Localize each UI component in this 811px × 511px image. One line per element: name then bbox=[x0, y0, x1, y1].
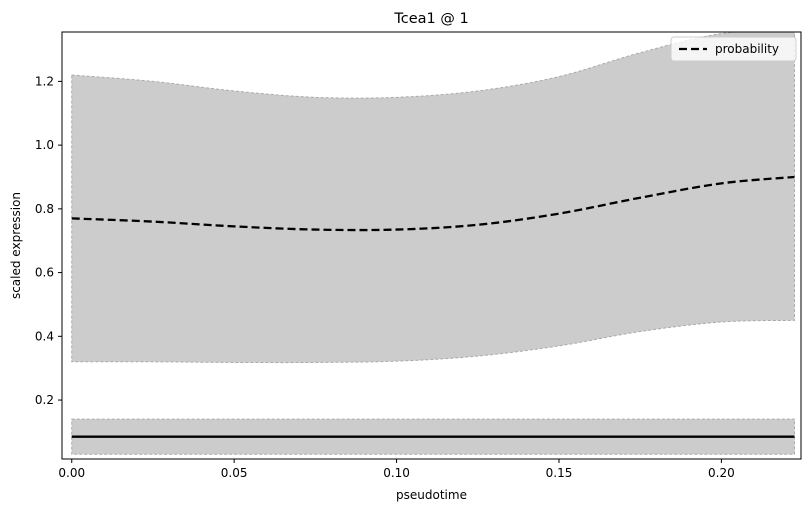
y-tick-label: 0.4 bbox=[35, 329, 54, 343]
chart-title: Tcea1 @ 1 bbox=[393, 11, 468, 27]
x-tick-label: 0.20 bbox=[708, 466, 735, 480]
x-tick-label: 0.15 bbox=[546, 466, 573, 480]
legend: probability bbox=[670, 36, 797, 62]
axes: 0.00 0.05 0.10 0.15 0.20 0.2 0.4 0.6 0.8 1.0 1.2 bbox=[35, 31, 802, 480]
y-tick-label: 0.8 bbox=[35, 202, 54, 216]
y-tick-label: 1.2 bbox=[35, 74, 54, 88]
y-tick-label: 0.6 bbox=[35, 266, 54, 280]
plot-frame bbox=[61, 31, 802, 460]
confidence-bands bbox=[71, 32, 795, 455]
x-tick-label: 0.00 bbox=[58, 466, 85, 480]
legend-box bbox=[670, 36, 797, 62]
confidence-band-1 bbox=[71, 32, 795, 364]
series-lines bbox=[71, 175, 795, 438]
y-axis-label: scaled expression bbox=[9, 192, 23, 299]
x-tick-label: 0.10 bbox=[383, 466, 410, 480]
x-tick-label: 0.05 bbox=[221, 466, 248, 480]
y-tick-label: 0.2 bbox=[35, 393, 54, 407]
x-axis-label: pseudotime bbox=[396, 488, 467, 502]
legend-label-probability: probability bbox=[715, 42, 779, 56]
series-line-probability bbox=[71, 175, 795, 232]
y-tick-label: 1.0 bbox=[35, 138, 54, 152]
